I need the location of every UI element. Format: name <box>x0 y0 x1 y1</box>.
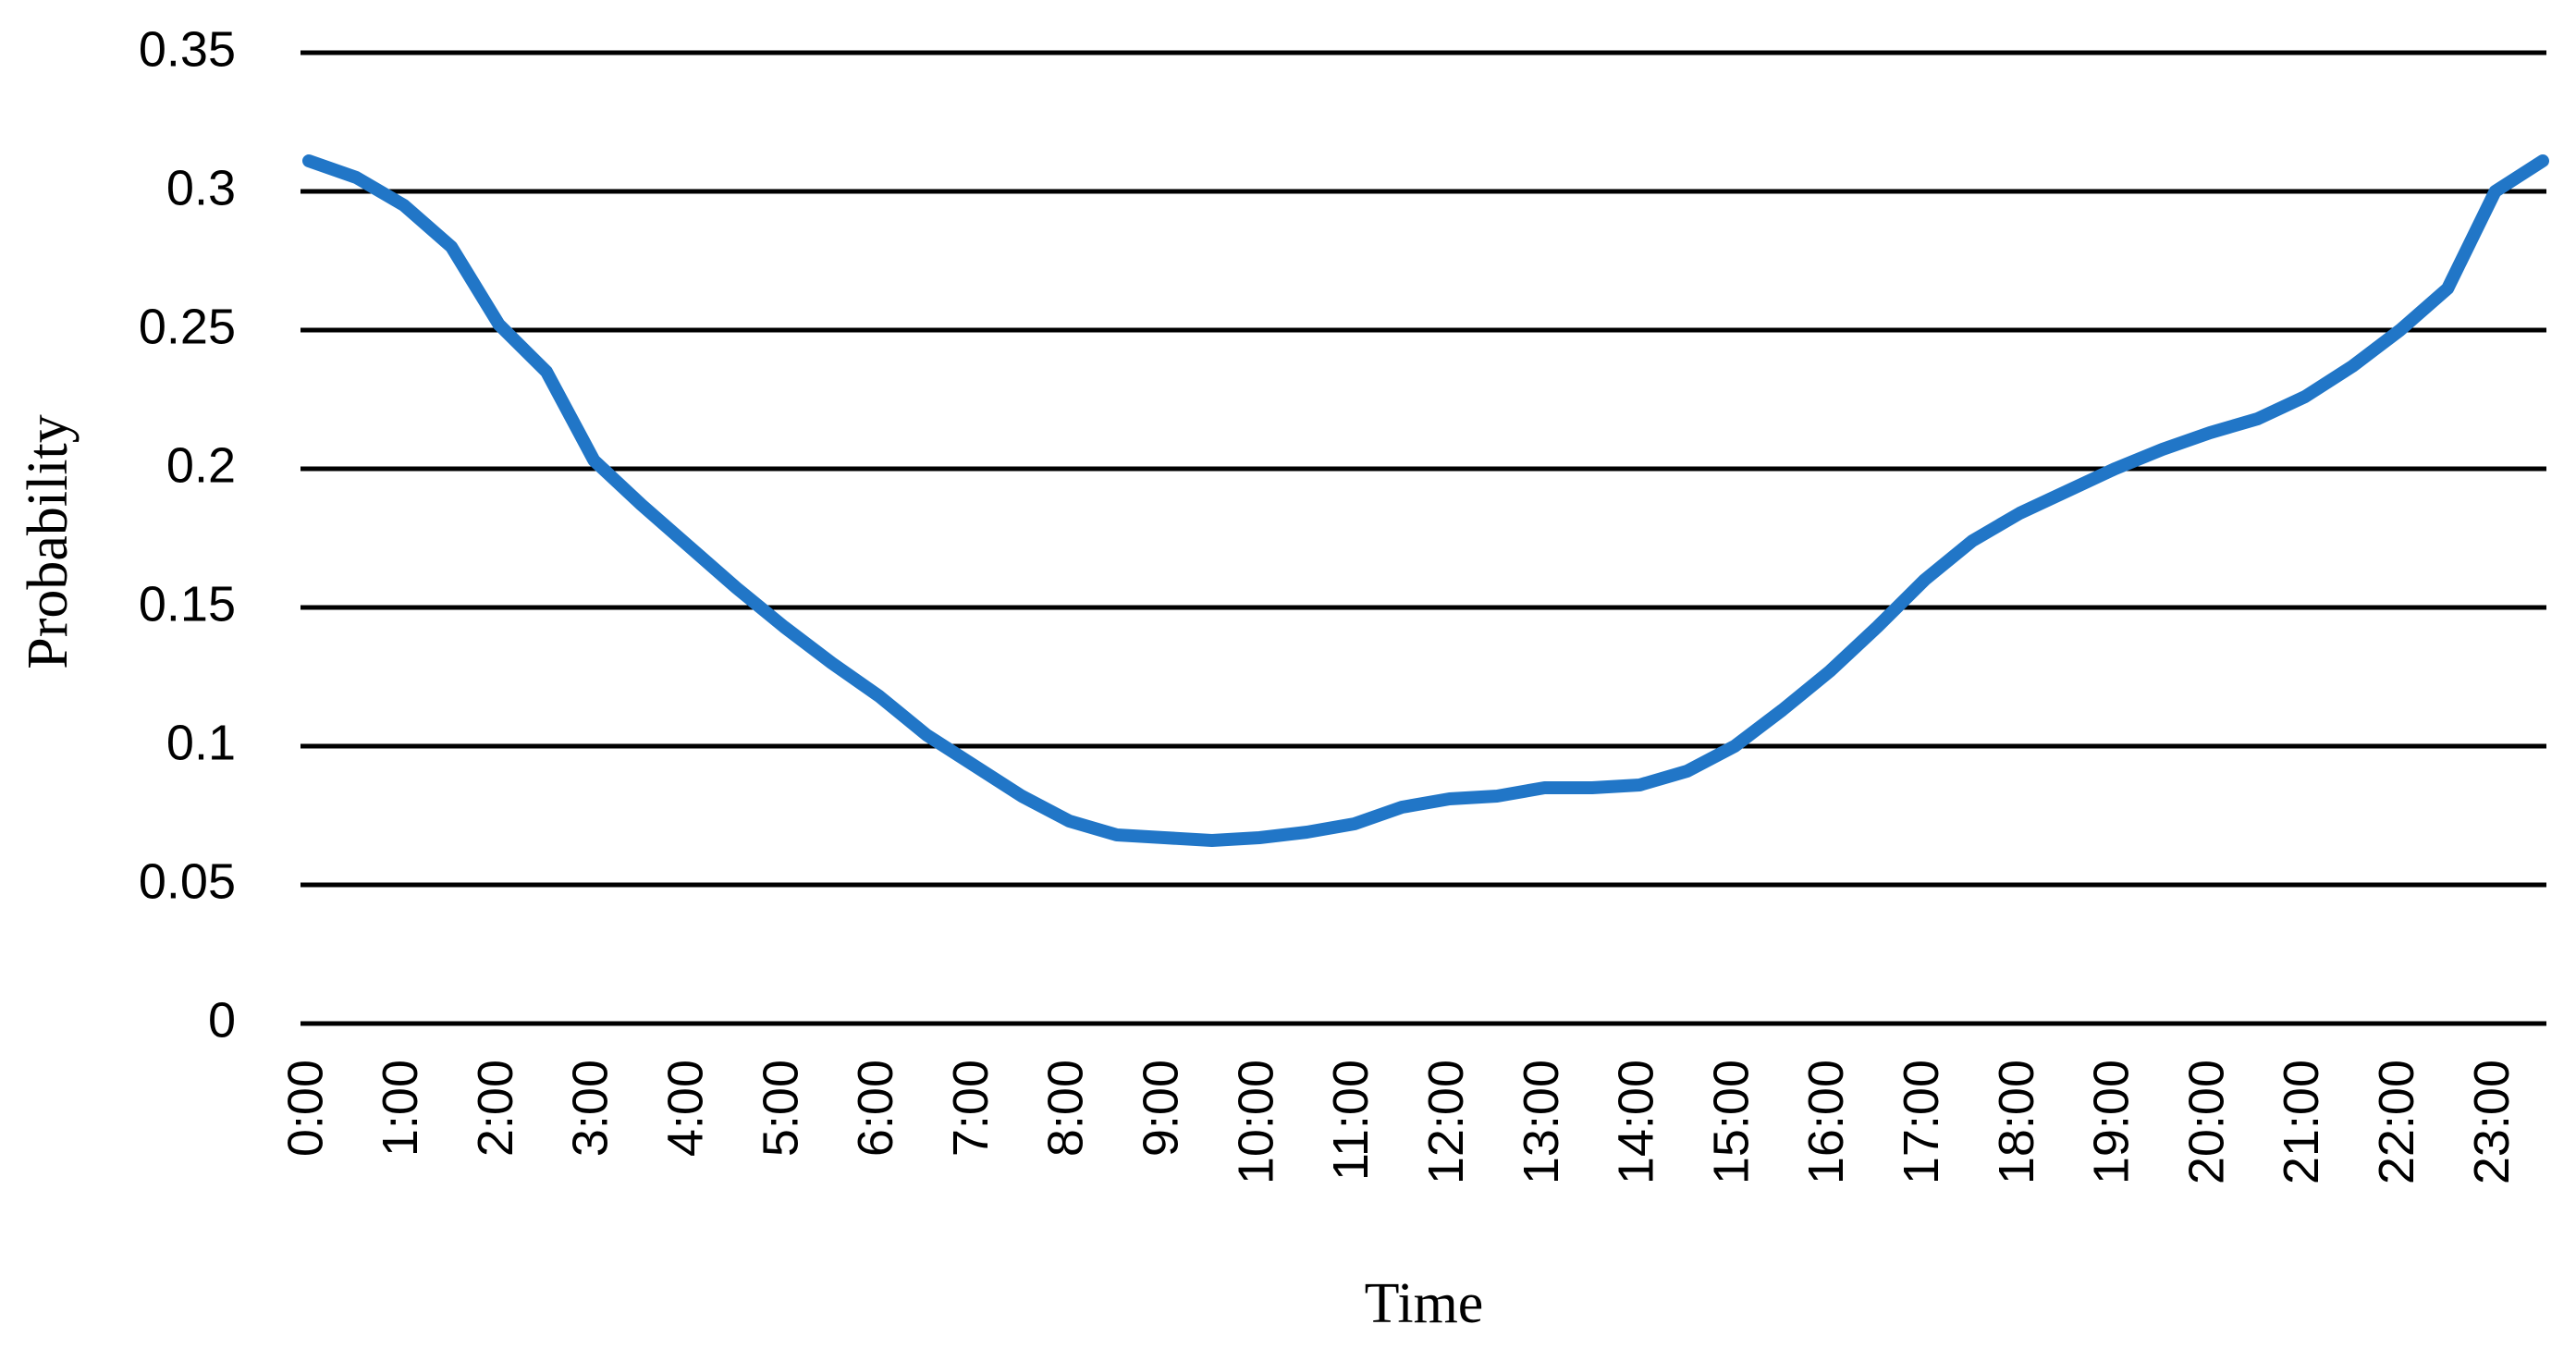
y-tick-label: 0 <box>208 992 236 1048</box>
x-tick-label: 6:00 <box>848 1060 903 1157</box>
data-line <box>302 154 2549 847</box>
x-tick-label: 22:00 <box>2369 1060 2424 1184</box>
y-tick-label: 0.2 <box>166 437 236 493</box>
y-axis-title: Probability <box>17 414 80 669</box>
y-tick-label: 0.3 <box>166 160 236 215</box>
y-tick-label: 0.15 <box>139 576 236 632</box>
x-tick-label: 16:00 <box>1798 1060 1854 1184</box>
x-tick-label: 4:00 <box>657 1060 713 1157</box>
x-tick-label: 5:00 <box>753 1060 808 1157</box>
x-tick-label: 10:00 <box>1228 1060 1283 1184</box>
x-axis-title: Time <box>1365 1272 1484 1335</box>
y-tick-label: 0.1 <box>166 715 236 770</box>
x-tick-label: 15:00 <box>1703 1060 1759 1184</box>
x-tick-label: 8:00 <box>1038 1060 1094 1157</box>
x-tick-label: 13:00 <box>1514 1060 1569 1184</box>
x-tick-label: 11:00 <box>1323 1060 1379 1181</box>
y-tick-label: 0.35 <box>139 21 236 77</box>
x-tick-label: 20:00 <box>2178 1060 2234 1184</box>
x-tick-label: 9:00 <box>1134 1060 1189 1157</box>
y-tick-label: 0.25 <box>139 299 236 354</box>
x-tick-label: 3:00 <box>563 1060 619 1157</box>
x-tick-label: 0:00 <box>277 1060 333 1157</box>
y-tick-label: 0.05 <box>139 853 236 909</box>
x-tick-label: 2:00 <box>468 1060 523 1157</box>
x-tick-label: 23:00 <box>2464 1060 2520 1184</box>
x-tick-label: 19:00 <box>2084 1060 2140 1184</box>
x-tick-label: 7:00 <box>943 1060 999 1157</box>
x-tick-label: 1:00 <box>373 1060 428 1157</box>
x-tick-label: 17:00 <box>1894 1060 1949 1184</box>
x-tick-label: 14:00 <box>1609 1060 1664 1184</box>
x-tick-label: 21:00 <box>2274 1060 2329 1184</box>
x-tick-label: 18:00 <box>1989 1060 2044 1184</box>
x-tick-label: 12:00 <box>1418 1060 1474 1184</box>
